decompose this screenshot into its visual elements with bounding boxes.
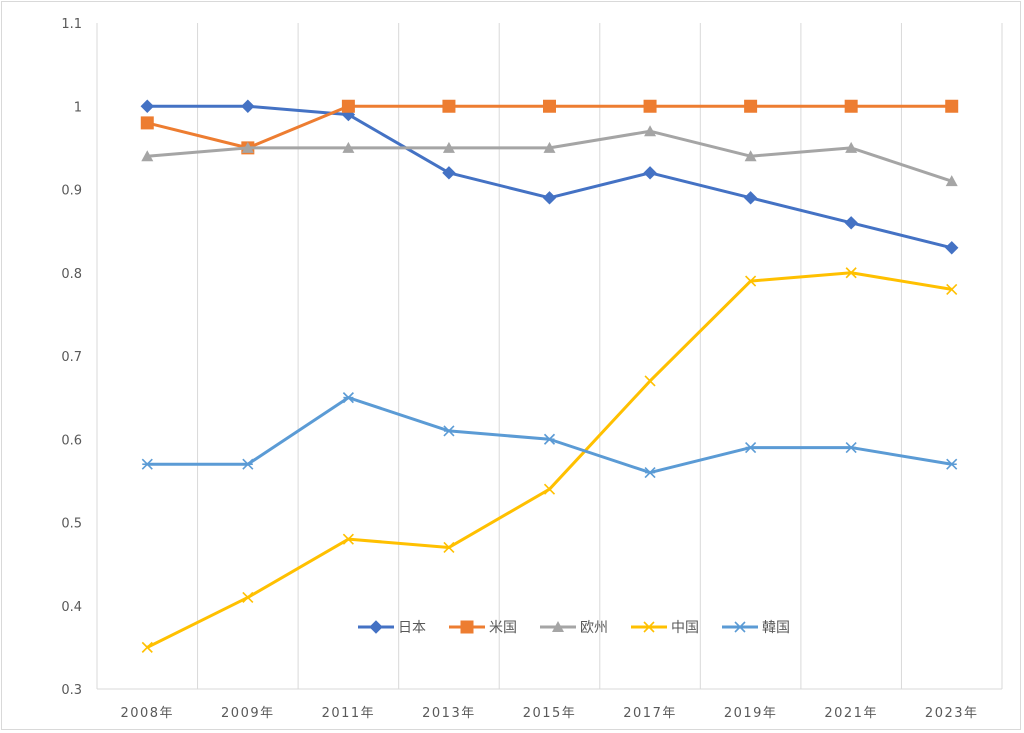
x-tick-label: 2009年 (221, 706, 275, 721)
data-point (141, 458, 153, 470)
data-point (644, 466, 656, 479)
y-tick-label: 0.6 (61, 433, 82, 448)
data-point (945, 99, 959, 113)
legend-marker (734, 621, 746, 633)
data-point (241, 141, 254, 153)
data-point (543, 433, 556, 445)
legend-label: 中国 (671, 620, 699, 636)
data-point (845, 442, 857, 454)
data-point (744, 99, 758, 113)
data-point (241, 99, 255, 113)
data-point (242, 591, 254, 603)
y-tick-label: 0.8 (61, 267, 82, 282)
data-point (643, 166, 657, 180)
data-point (141, 150, 154, 162)
data-point (141, 641, 153, 653)
x-tick-label: 2019年 (724, 706, 778, 721)
legend-label: 米国 (489, 620, 517, 636)
data-point (342, 141, 355, 153)
x-tick-label: 2017年 (623, 706, 677, 721)
data-point (745, 275, 757, 287)
data-point (543, 99, 556, 113)
legend-label: 韓国 (762, 620, 790, 636)
x-tick-label: 2008年 (120, 706, 174, 721)
legend-marker (369, 620, 383, 634)
x-tick-label: 2023年 (925, 706, 979, 721)
x-tick-label: 2011年 (322, 706, 376, 721)
data-point (844, 99, 858, 113)
y-tick-label: 0.9 (61, 184, 82, 199)
y-tick-label: 1 (74, 100, 82, 115)
y-tick-label: 1.1 (61, 17, 82, 32)
data-point (442, 166, 456, 180)
data-point (342, 392, 354, 404)
data-point (342, 533, 354, 545)
series-line-5 (147, 396, 952, 475)
data-point (242, 458, 254, 470)
legend-marker (460, 620, 474, 634)
y-tick-label: 0.7 (61, 350, 82, 365)
data-point (443, 425, 455, 437)
data-point (442, 141, 455, 153)
data-point (140, 99, 154, 113)
data-point (442, 99, 456, 113)
data-point (745, 442, 757, 454)
data-point (341, 99, 355, 113)
legend-label: 日本 (398, 620, 426, 636)
data-point (744, 150, 757, 162)
data-point (946, 283, 958, 295)
legend-marker (643, 621, 655, 633)
y-tick-label: 0.5 (61, 517, 82, 532)
data-point (945, 175, 958, 187)
data-point (946, 458, 958, 470)
data-point (845, 141, 858, 153)
series-line-4 (146, 271, 952, 649)
y-tick-label: 0.3 (61, 683, 82, 698)
data-point (945, 241, 959, 255)
data-point (443, 541, 455, 554)
legend-marker (552, 621, 564, 632)
data-point (543, 141, 556, 153)
data-point (542, 191, 557, 205)
data-point (845, 267, 857, 279)
series-line-1 (147, 104, 953, 250)
data-point (644, 375, 656, 387)
x-tick-label: 2015年 (523, 706, 577, 721)
data-point (644, 125, 657, 137)
legend-label: 欧州 (580, 620, 608, 636)
data-point (140, 116, 154, 130)
data-point (844, 216, 858, 230)
data-point (743, 191, 758, 205)
x-tick-label: 2021年 (824, 706, 878, 721)
x-tick-label: 2013年 (422, 706, 476, 721)
data-point (543, 483, 556, 495)
y-tick-label: 0.4 (61, 600, 82, 615)
data-point (643, 99, 657, 113)
